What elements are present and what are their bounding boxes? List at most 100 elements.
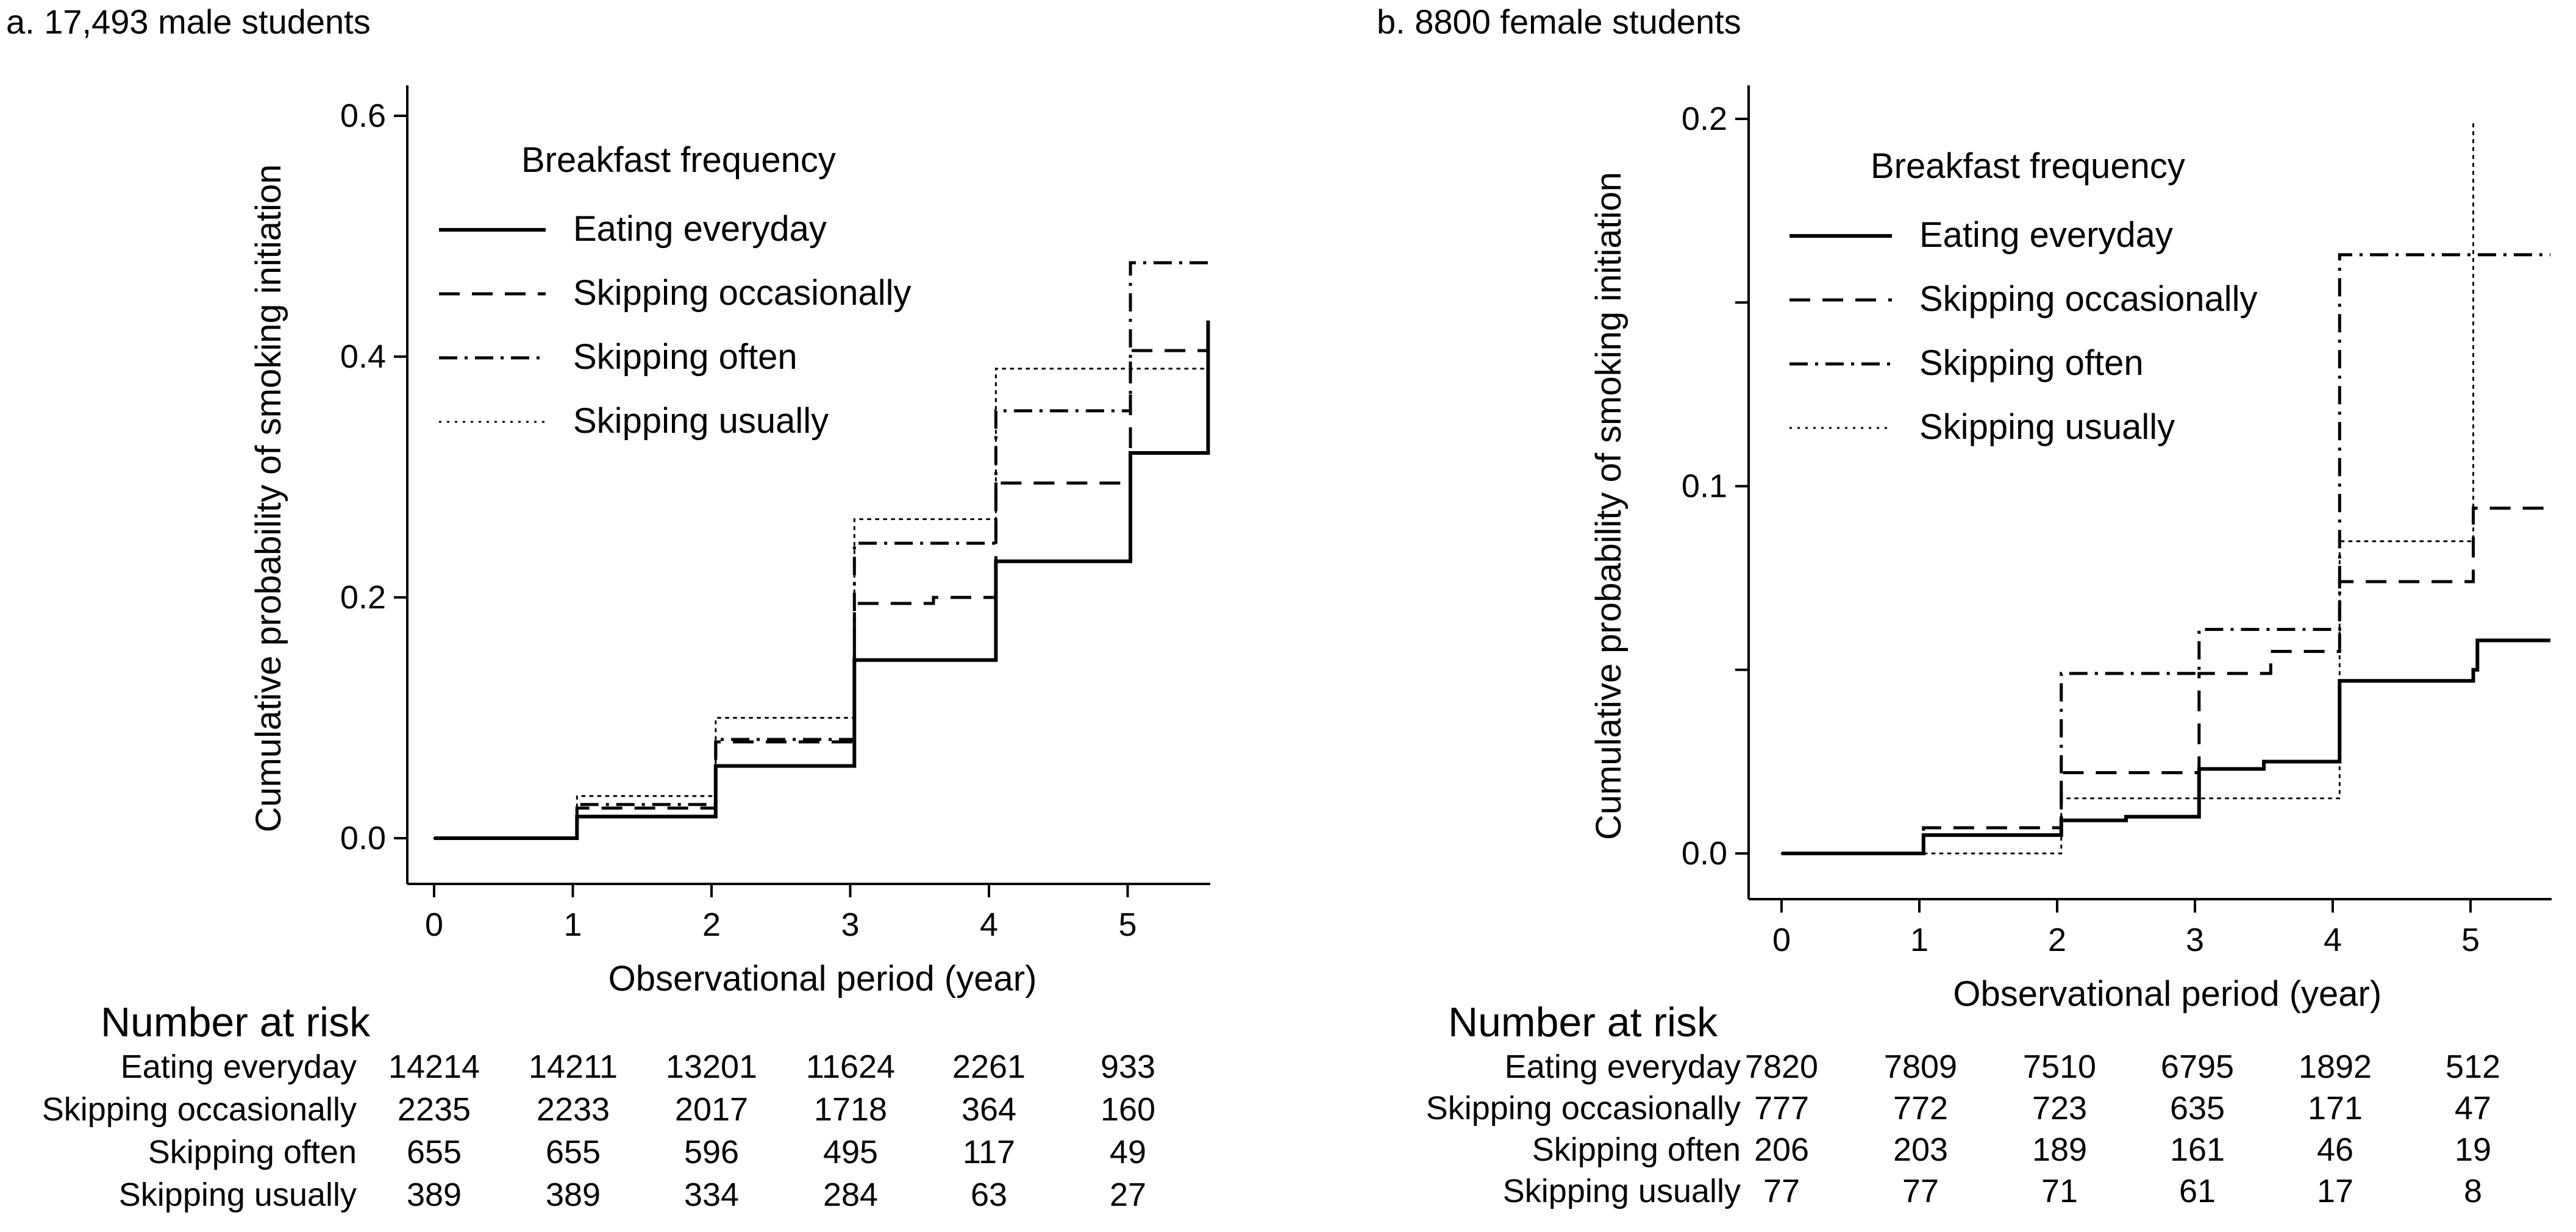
risk-cell: 77 — [1902, 1173, 1939, 1209]
risk-cell: 171 — [2308, 1090, 2363, 1127]
series-line-eating-everyday — [434, 320, 1210, 840]
risk-table-header: Number at risk — [101, 999, 371, 1045]
series-line-skipping-occasionally — [1782, 507, 2551, 855]
series-line-skipping-occasionally — [434, 349, 1208, 840]
risk-cell: 203 — [1893, 1131, 1948, 1168]
risk-cell: 161 — [2170, 1131, 2225, 1168]
risk-cell: 11624 — [806, 1049, 895, 1085]
y-tick-label: 0.2 — [1682, 101, 1727, 137]
risk-cell: 14214 — [388, 1049, 480, 1085]
risk-cell: 284 — [823, 1177, 878, 1213]
legend-entry: Skipping occasionally — [1919, 279, 2258, 319]
legend: Breakfast frequency Eating everyday Skippi… — [1789, 146, 2258, 447]
y-tick-label: 0.2 — [340, 579, 386, 616]
risk-cell: 27 — [1110, 1177, 1146, 1213]
risk-cell: 512 — [2446, 1049, 2500, 1085]
risk-row-label: Skipping occasionally — [42, 1091, 357, 1128]
panel-title: a. 17,493 male students — [6, 2, 371, 41]
y-tick-label: 0.6 — [340, 98, 386, 134]
panel-male: a. 17,493 male students 0.0 0.2 0.4 0.6 0 1 2 3 4… — [6, 2, 1210, 1213]
risk-row-label: Skipping often — [1532, 1131, 1741, 1168]
x-axis-label: Observational period (year) — [608, 959, 1037, 999]
risk-table: Number at risk Eating everyday 14214 14211 1… — [42, 999, 1155, 1213]
risk-cell: 7820 — [1745, 1049, 1818, 1085]
legend-entry: Eating everyday — [573, 209, 827, 249]
risk-cell: 334 — [684, 1177, 739, 1213]
risk-cell: 71 — [2041, 1173, 2078, 1209]
risk-cell: 772 — [1893, 1090, 1948, 1127]
risk-cell: 596 — [684, 1134, 739, 1170]
x-tick-label: 5 — [1118, 906, 1136, 943]
risk-row-label: Skipping often — [148, 1134, 357, 1170]
legend: Breakfast frequency Eating everyday Skippi… — [439, 140, 912, 441]
series-line-skipping-often — [1782, 253, 2551, 855]
risk-table: Number at risk Eating everyday 7820 7809 751… — [1426, 999, 2500, 1209]
risk-cell: 1718 — [814, 1091, 887, 1128]
risk-row-label: Eating everyday — [121, 1049, 357, 1085]
risk-cell: 2017 — [675, 1091, 748, 1128]
x-tick-label: 5 — [2461, 922, 2480, 958]
x-tick-label: 2 — [702, 906, 721, 943]
x-tick-label: 3 — [841, 906, 859, 943]
legend-entry: Skipping usually — [1919, 407, 2175, 447]
panel-female: b. 8800 female students 0.0 0.1 0.2 0 1 2 3 4 5 Ob… — [1377, 2, 2552, 1209]
risk-cell: 495 — [823, 1134, 878, 1170]
risk-cell: 61 — [2179, 1173, 2216, 1209]
x-tick-label: 2 — [2048, 922, 2066, 958]
legend-title: Breakfast frequency — [521, 140, 836, 180]
x-tick-label: 1 — [563, 906, 582, 943]
legend-entry: Skipping occasionally — [573, 273, 912, 313]
risk-cell: 777 — [1754, 1090, 1809, 1127]
risk-cell: 189 — [2032, 1131, 2087, 1168]
risk-cell: 14211 — [529, 1049, 618, 1085]
risk-cell: 723 — [2032, 1090, 2087, 1127]
x-tick-label: 0 — [425, 906, 443, 943]
risk-row-label: Eating everyday — [1505, 1049, 1741, 1085]
risk-cell: 77 — [1763, 1173, 1800, 1209]
y-tick-label: 0.1 — [1682, 468, 1727, 505]
risk-cell: 635 — [2170, 1090, 2225, 1127]
legend-entry: Skipping usually — [573, 401, 829, 441]
y-axis-label: Cumulative probability of smoking initia… — [1589, 172, 1629, 840]
risk-cell: 206 — [1754, 1131, 1809, 1168]
x-axis-label: Observational period (year) — [1953, 974, 2382, 1014]
risk-cell: 2235 — [398, 1091, 471, 1128]
risk-cell: 389 — [407, 1177, 462, 1213]
risk-cell: 389 — [546, 1177, 601, 1213]
x-tick-label: 4 — [2324, 922, 2342, 958]
legend-entry: Eating everyday — [1919, 215, 2173, 255]
x-tick-label: 4 — [980, 906, 998, 943]
x-tick-label: 1 — [1910, 922, 1928, 958]
risk-cell: 1892 — [2299, 1049, 2372, 1085]
risk-row-label: Skipping usually — [1503, 1173, 1741, 1209]
legend-entry: Skipping often — [1919, 343, 2144, 383]
risk-cell: 7809 — [1884, 1049, 1957, 1085]
panel-title: b. 8800 female students — [1377, 2, 1741, 41]
risk-cell: 63 — [971, 1177, 1007, 1213]
risk-cell: 47 — [2455, 1090, 2491, 1127]
x-tick-label: 3 — [2186, 922, 2204, 958]
series-line-eating-everyday — [1782, 638, 2551, 855]
risk-cell: 655 — [546, 1134, 601, 1170]
series-line-skipping-usually — [433, 368, 1209, 839]
risk-table-header: Number at risk — [1448, 999, 1718, 1045]
y-tick-label: 0.0 — [1682, 835, 1727, 872]
risk-cell: 7510 — [2023, 1049, 2096, 1085]
risk-cell: 933 — [1101, 1049, 1155, 1085]
risk-cell: 117 — [963, 1134, 1015, 1170]
risk-cell: 2233 — [537, 1091, 610, 1128]
risk-row-label: Skipping occasionally — [1426, 1090, 1741, 1127]
x-tick-label: 0 — [1772, 922, 1791, 958]
risk-cell: 364 — [962, 1091, 1016, 1128]
risk-cell: 49 — [1110, 1134, 1146, 1170]
risk-row-label: Skipping usually — [119, 1177, 357, 1213]
y-axis-label: Cumulative probability of smoking initia… — [249, 164, 288, 832]
risk-cell: 160 — [1101, 1091, 1155, 1128]
y-tick-label: 0.4 — [340, 338, 386, 375]
risk-cell: 46 — [2317, 1131, 2353, 1168]
risk-cell: 2261 — [952, 1049, 1026, 1085]
legend-title: Breakfast frequency — [1871, 146, 2185, 186]
risk-cell: 6795 — [2161, 1049, 2234, 1085]
risk-cell: 17 — [2317, 1173, 2353, 1209]
